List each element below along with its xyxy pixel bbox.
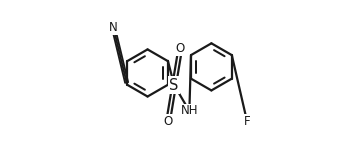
Text: F: F (244, 115, 251, 128)
Text: O: O (176, 42, 185, 55)
Text: N: N (109, 21, 118, 34)
Text: O: O (164, 115, 173, 128)
Text: NH: NH (181, 104, 198, 117)
Text: S: S (169, 78, 179, 93)
